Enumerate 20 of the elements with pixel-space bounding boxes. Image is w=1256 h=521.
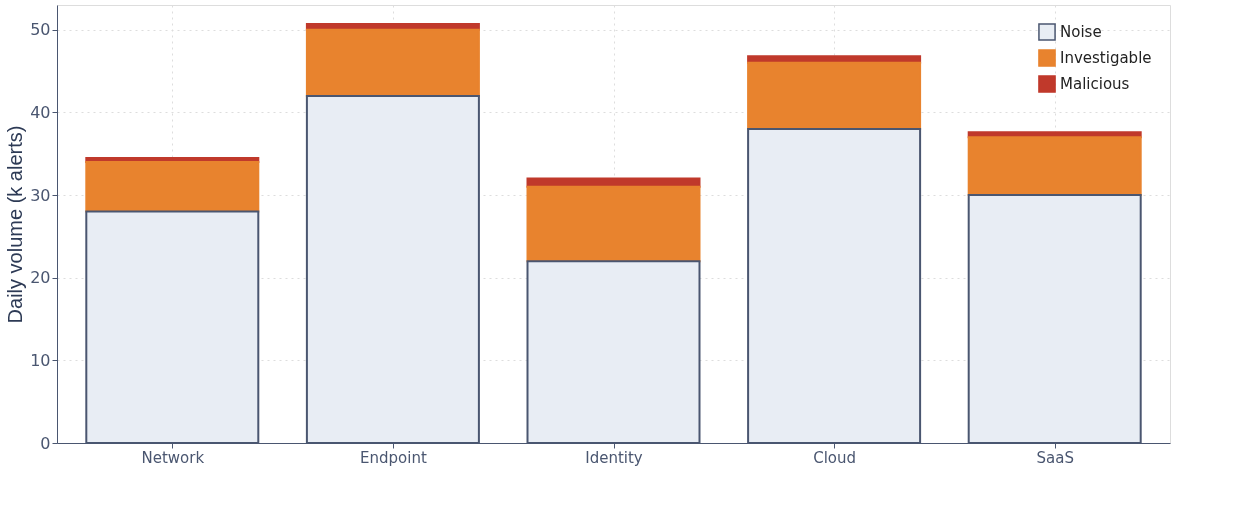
legend-label: Investigable [1060, 49, 1152, 67]
x-tick-label: SaaS [1036, 448, 1074, 467]
legend-label: Noise [1060, 23, 1102, 41]
bar [747, 61, 922, 130]
y-tick-label: 40 [30, 102, 51, 122]
y-tick-label: 30 [30, 185, 51, 205]
legend-label: Malicious [1060, 75, 1130, 93]
x-tick-label: Endpoint [360, 448, 427, 467]
y-tick-label: 20 [30, 268, 51, 288]
y-tick-label: 50 [30, 20, 51, 40]
bar [85, 161, 260, 213]
y-tick-label: 10 [30, 350, 51, 370]
x-tick-label: Network [141, 448, 205, 467]
y-axis-title: Daily volume (k alerts) [4, 125, 27, 324]
bar [967, 136, 1142, 197]
x-tick-label: Cloud [813, 448, 857, 467]
bar [305, 28, 480, 97]
bar [526, 185, 701, 263]
x-tick-label: Identity [585, 448, 643, 467]
y-tick-label: 0 [40, 433, 51, 453]
